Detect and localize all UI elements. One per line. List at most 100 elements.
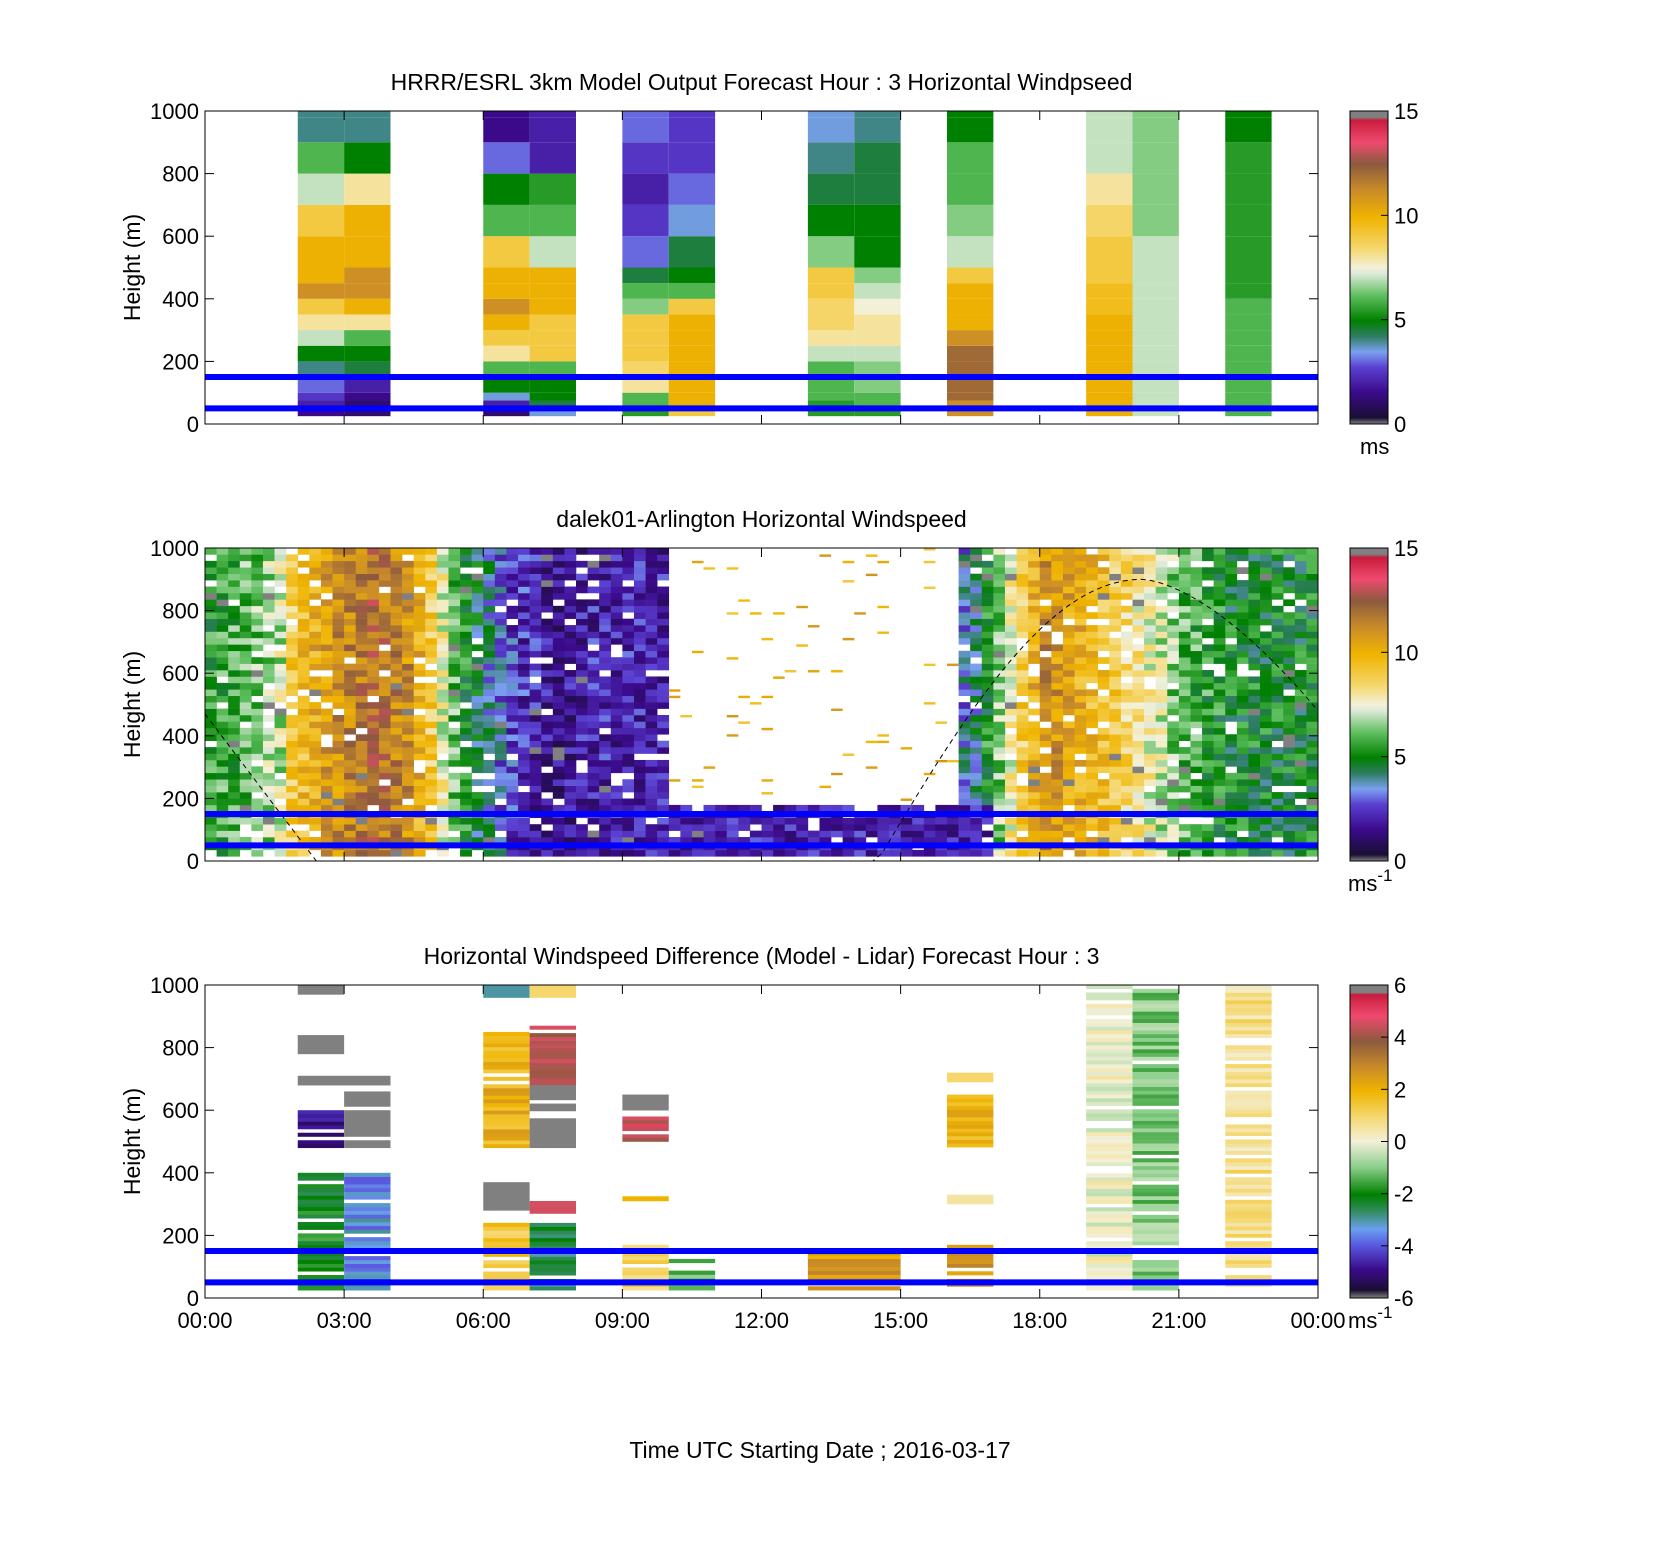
cell [297,1244,345,1249]
cell [564,567,577,574]
cell [425,657,438,664]
cell [483,618,496,626]
cell [309,702,322,709]
cell [645,612,658,619]
cell [1086,567,1099,574]
cell [1236,792,1249,799]
cell [344,142,391,174]
cell [1202,695,1214,703]
cell [518,708,530,716]
cell [633,702,646,709]
cell [610,766,623,774]
cell [320,625,333,632]
cell [425,798,438,806]
cell [958,586,971,594]
cell [1109,618,1122,626]
cell [633,740,646,748]
cell [1062,695,1075,703]
cell [1016,721,1029,729]
cell [1213,714,1226,722]
cell [947,204,994,237]
cell [599,740,612,748]
cell [1132,1150,1179,1155]
cell [529,989,576,994]
cell [622,663,635,671]
cell [239,599,252,607]
cell [541,727,554,735]
cell [1039,849,1052,857]
cell [286,772,299,780]
cell [610,837,623,844]
cell [529,1264,576,1269]
cell [657,689,670,697]
cell [402,785,414,793]
cell [645,644,658,652]
cell [1260,740,1272,748]
cell [599,637,612,645]
cell [228,753,241,761]
cell [552,753,565,761]
cell [320,663,333,671]
cell [274,779,287,786]
cell [819,837,832,844]
cell [1225,1011,1272,1016]
cell [274,663,287,671]
cell [1097,554,1110,562]
cell [529,985,576,990]
cell [448,837,461,844]
cell [1132,772,1145,780]
cell [483,817,496,825]
cell [633,637,646,645]
cell [1132,830,1145,838]
cell [599,734,612,741]
cell [1051,817,1064,825]
cell [900,849,913,857]
cell [1120,721,1133,729]
cell [413,727,426,735]
cell [633,657,646,664]
cell [1260,548,1272,555]
cell [947,267,994,284]
cell [599,631,612,639]
cell [216,772,229,780]
cell [518,792,530,799]
cell [471,631,484,639]
cell [344,1267,391,1272]
cell [378,766,391,774]
cell [413,753,426,761]
cell [981,798,994,806]
cell [1086,817,1099,825]
cell [402,676,414,684]
cell [958,759,971,767]
cell [483,548,496,555]
cell [378,560,391,568]
cell [981,708,994,716]
cell [1086,298,1133,315]
cell [378,689,391,697]
cell [1236,695,1249,703]
cell [436,817,449,825]
cell [402,548,414,555]
cell [1236,734,1249,741]
cell [1097,849,1110,857]
cell [344,1102,391,1107]
cell [1051,734,1064,741]
cell [552,637,565,645]
cell [1086,1007,1133,1012]
cell [1225,1052,1272,1057]
cell [448,560,461,568]
cell [332,759,345,767]
cell [668,804,681,812]
cell [1132,1188,1179,1193]
cell [216,779,229,786]
cell [947,1113,994,1118]
cell [1004,849,1017,857]
cell [494,759,507,767]
cell [355,798,368,806]
cell [877,740,890,744]
cell [958,689,971,697]
cell [1086,1199,1133,1204]
cell [390,554,403,562]
cell [483,676,496,684]
cell [448,612,461,619]
